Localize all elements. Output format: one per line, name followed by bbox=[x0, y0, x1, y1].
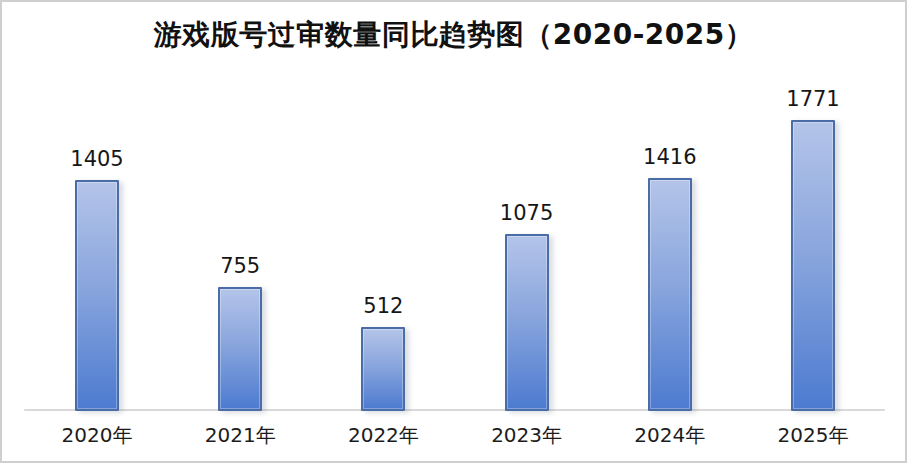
x-axis-label-2020年: 2020年 bbox=[37, 423, 157, 447]
x-axis-label-2021年: 2021年 bbox=[180, 423, 300, 447]
bar-2020年 bbox=[75, 180, 119, 411]
x-axis-label-2023年: 2023年 bbox=[467, 423, 587, 447]
x-axis-label-2022年: 2022年 bbox=[323, 423, 443, 447]
x-axis-line bbox=[24, 409, 885, 411]
value-label-2025年: 1771 bbox=[753, 87, 873, 111]
value-label-2020年: 1405 bbox=[37, 147, 157, 171]
bar-2021年 bbox=[218, 287, 262, 411]
value-label-2024年: 1416 bbox=[610, 145, 730, 169]
bar-2022年 bbox=[361, 327, 405, 411]
bar-2025年 bbox=[791, 120, 835, 411]
bar-2023年 bbox=[505, 234, 549, 411]
bar-2024年 bbox=[648, 178, 692, 411]
chart-figure: 游戏版号过审数量同比趋势图（2020-2025） 14052020年755202… bbox=[0, 0, 907, 463]
plot-area: 1405 2020年 755 2021年 512 2022年 1075 2023年 1416 20… bbox=[2, 2, 905, 461]
x-axis-label-2024年: 2024年 bbox=[610, 423, 730, 447]
x-axis-label-2025年: 2025年 bbox=[753, 423, 873, 447]
value-label-2021年: 755 bbox=[180, 254, 300, 278]
value-label-2022年: 512 bbox=[323, 294, 443, 318]
value-label-2023年: 1075 bbox=[467, 201, 587, 225]
